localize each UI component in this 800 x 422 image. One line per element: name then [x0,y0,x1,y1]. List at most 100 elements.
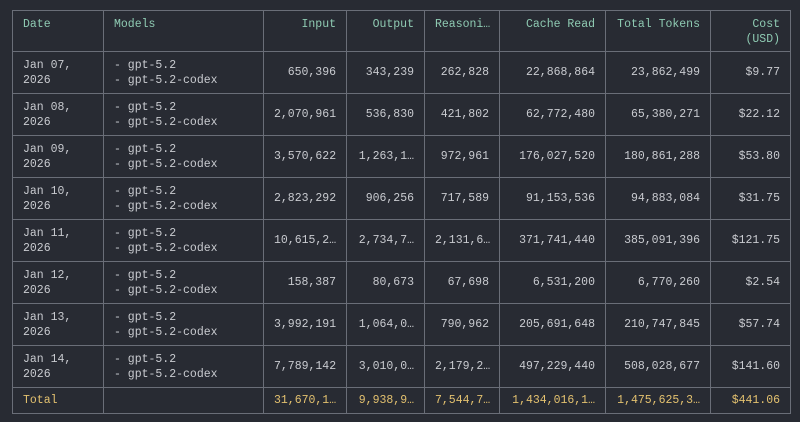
table-row: Jan 14, 2026- gpt-5.2- gpt-5.2-codex 7,789… [12,345,791,388]
cell-line: Jan 09, [23,142,72,156]
table-cell: 91,153,536 [499,177,606,220]
total-cell: 7,544,7… [424,387,500,414]
table-cell: - gpt-5.2- gpt-5.2-codex [103,345,264,388]
table-cell: - gpt-5.2- gpt-5.2-codex [103,303,264,346]
total-cell: 9,938,9… [346,387,425,414]
table-cell: Jan 07, 2026 [12,51,104,94]
table-cell: 158,387 [263,261,347,304]
table-cell: Jan 14, 2026 [12,345,104,388]
cell-text: $2.54 [745,276,780,289]
cell-text: 67,698 [447,276,489,289]
cell-line: - gpt-5.2-codex [114,73,218,87]
table-row: Jan 07, 2026- gpt-5.2- gpt-5.2-codex 650,3… [12,51,791,94]
total-cell: 1,434,016,1… [499,387,606,414]
column-header: Models [103,10,264,52]
cell-line: - gpt-5.2 [114,268,177,282]
cell-line: Jan 13, [23,310,72,324]
table-cell: 972,961 [424,135,500,178]
cell-text: 23,862,499 [630,66,700,79]
cell-text: 65,380,271 [630,108,700,121]
table-cell: 1,263,1… [346,135,425,178]
cell-text: 906,256 [365,192,414,205]
total-cell: 1,475,625,3… [605,387,711,414]
cell-text: $57.74 [738,318,780,331]
cell-text: 180,861,288 [624,150,700,163]
header-row: Date Models Input Output Reasoni… Cache Read T… [12,10,791,52]
cell-text: 205,691,648 [519,318,595,331]
cell-line: Jan 11, [23,226,72,240]
empty-cell [103,387,264,414]
table-cell: - gpt-5.2- gpt-5.2-codex [103,261,264,304]
cell-line: Models [114,18,156,31]
table-cell: 180,861,288 [605,135,711,178]
table-cell: - gpt-5.2- gpt-5.2-codex [103,93,264,136]
cell-text: 1,064,0… [358,318,414,331]
table-body: Jan 07, 2026- gpt-5.2- gpt-5.2-codex 650,3… [12,51,791,414]
table-cell: 2,823,292 [263,177,347,220]
table-row: Jan 12, 2026- gpt-5.2- gpt-5.2-codex 158,3… [12,261,791,304]
table-cell: 536,830 [346,93,425,136]
cell-text: 3,570,622 [274,150,337,163]
table-row: Jan 13, 2026 - gpt-5.2- gpt-5.2-codex 3,992… [12,303,791,346]
column-header: Input [263,10,347,52]
cell-line: Jan 08, [23,100,72,114]
table-cell: Jan 08, 2026 [12,93,104,136]
cell-text: 6,770,260 [637,276,700,289]
table-cell: 2,179,2… [424,345,500,388]
cell-text: 508,028,677 [624,360,700,373]
cell-text: 6,531,200 [532,276,595,289]
table-cell: - gpt-5.2- gpt-5.2-codex [103,177,264,220]
table-cell: 7,789,142 [263,345,347,388]
cell-text: 650,396 [287,66,336,79]
column-header: Reasoni… [424,10,500,52]
cell-line: Jan 12, [23,268,72,282]
cell-line: - gpt-5.2 [114,100,177,114]
cell-line: - gpt-5.2 [114,58,177,72]
cell-line: Cache Read [525,18,595,31]
table-cell: 790,962 [424,303,500,346]
table-cell: - gpt-5.2- gpt-5.2-codex [103,135,264,178]
cell-text: 22,868,864 [525,66,595,79]
cell-line: 2026 [23,199,51,213]
cell-text: 210,747,845 [624,318,700,331]
table-row: Jan 10, 2026- gpt-5.2- gpt-5.2-codex 2,823… [12,177,791,220]
table-cell: 65,380,271 [605,93,711,136]
table-cell: 80,673 [346,261,425,304]
table-cell: 497,229,440 [499,345,606,388]
table-cell: $9.77 [710,51,791,94]
table-cell: $121.75 [710,219,791,262]
cell-line: 2026 [23,367,51,381]
table-cell: 421,802 [424,93,500,136]
table-cell: Jan 11, 2026 [12,219,104,262]
cell-line: (USD) [745,33,780,46]
table-cell: 176,027,520 [499,135,606,178]
table-cell: 6,770,260 [605,261,711,304]
cell-text: 790,962 [440,318,489,331]
table-cell: 1,064,0… [346,303,425,346]
table-cell: Jan 09, 2026 [12,135,104,178]
cell-line: Cost [752,18,780,31]
cell-text: 385,091,396 [624,234,700,247]
cell-text: $31.75 [738,192,780,205]
cell-line: 2026 [23,325,51,339]
table-row: Jan 08, 2026- gpt-5.2- gpt-5.2-codex 2,070… [12,93,791,136]
table-cell: - gpt-5.2- gpt-5.2-codex [103,219,264,262]
cell-text: 421,802 [440,108,489,121]
table-cell: Jan 10, 2026 [12,177,104,220]
cell-text: 3,992,191 [274,318,337,331]
cell-text: 343,239 [365,66,414,79]
cell-text: 7,789,142 [274,360,337,373]
column-header: Cache Read [499,10,606,52]
cell-line: Jan 14, [23,352,72,366]
table-cell: 67,698 [424,261,500,304]
table-cell: - gpt-5.2- gpt-5.2-codex [103,51,264,94]
table-cell: 906,256 [346,177,425,220]
cell-text: 62,772,480 [525,108,595,121]
cell-text: 80,673 [372,276,414,289]
cell-line: - gpt-5.2 [114,142,177,156]
table-cell: 385,091,396 [605,219,711,262]
cell-text: 3,010,0… [358,360,414,373]
total-cell: $441.06 [710,387,791,414]
column-header: Cost (USD) [710,10,791,52]
table-cell: $2.54 [710,261,791,304]
